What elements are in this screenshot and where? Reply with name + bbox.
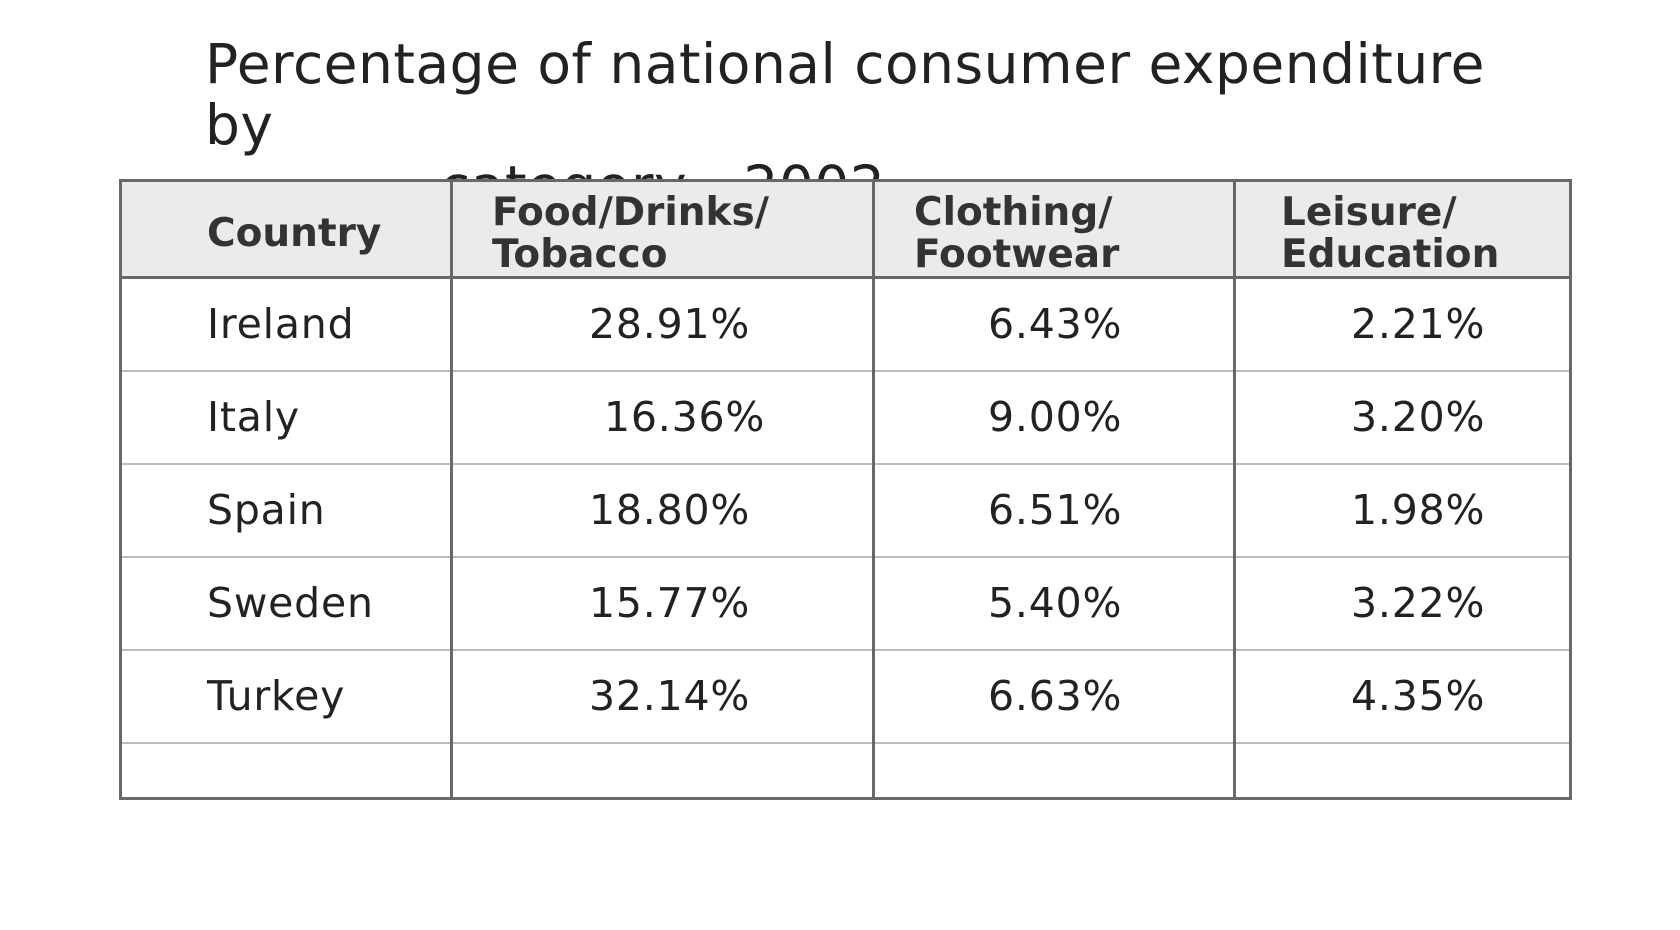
table-row-sweden: Sweden 15.77% 5.40% 3.22% (119, 555, 1571, 650)
table-body: Ireland 28.91% 6.43% 2.21% Italy 16.36% … (119, 277, 1571, 799)
cell-food: 28.91% (450, 277, 874, 371)
cell-country: Ireland (119, 277, 452, 371)
table-row-ireland: Ireland 28.91% 6.43% 2.21% (119, 277, 1571, 371)
cell-leisure: 3.22% (1233, 555, 1571, 650)
header-food-drinks-tobacco: Food/Drinks/ Tobacco (450, 180, 874, 279)
cell-clothing: 6.63% (872, 648, 1235, 743)
cell-country: Spain (119, 462, 452, 557)
header-clothing-line-1: Clothing/ (914, 190, 1113, 235)
header-leisure-line-2: Education (1281, 232, 1500, 277)
cell-country: Turkey (119, 648, 452, 743)
cell-leisure: 4.35% (1233, 648, 1571, 743)
cell-leisure: 2.21% (1233, 277, 1571, 371)
cell-empty (119, 741, 452, 799)
chart-title-line-1: Percentage of national consumer expendit… (205, 32, 1485, 157)
cell-food: 32.14% (450, 648, 874, 743)
cell-country: Italy (119, 369, 452, 464)
cell-empty (1233, 741, 1571, 799)
table-row-spain: Spain 18.80% 6.51% 1.98% (119, 462, 1571, 557)
cell-food: 18.80% (450, 462, 874, 557)
cell-country: Sweden (119, 555, 452, 650)
header-food-line-1: Food/Drinks/ (492, 190, 769, 235)
cell-clothing: 6.43% (872, 277, 1235, 371)
header-country: Country (119, 180, 452, 279)
table-header: Country Food/Drinks/ Tobacco Clothing/ F… (119, 180, 1571, 279)
header-country-label: Country (207, 210, 382, 256)
cell-food: 15.77% (450, 555, 874, 650)
header-row: Country Food/Drinks/ Tobacco Clothing/ F… (119, 180, 1571, 279)
cell-empty (872, 741, 1235, 799)
cell-leisure: 3.20% (1233, 369, 1571, 464)
cell-clothing: 6.51% (872, 462, 1235, 557)
cell-empty (450, 741, 874, 799)
cell-clothing: 9.00% (872, 369, 1235, 464)
cell-food: 16.36% (450, 369, 874, 464)
cell-leisure: 1.98% (1233, 462, 1571, 557)
header-clothing-footwear: Clothing/ Footwear (872, 180, 1235, 279)
table-row-turkey: Turkey 32.14% 6.63% 4.35% (119, 648, 1571, 743)
expenditure-table: Country Food/Drinks/ Tobacco Clothing/ F… (119, 179, 1572, 800)
header-food-line-2: Tobacco (492, 232, 668, 277)
header-leisure-education: Leisure/ Education (1233, 180, 1571, 279)
table-row-italy: Italy 16.36% 9.00% 3.20% (119, 369, 1571, 464)
header-clothing-line-2: Footwear (914, 232, 1120, 277)
table-row-empty (119, 741, 1571, 799)
cell-clothing: 5.40% (872, 555, 1235, 650)
header-leisure-line-1: Leisure/ (1281, 190, 1457, 235)
